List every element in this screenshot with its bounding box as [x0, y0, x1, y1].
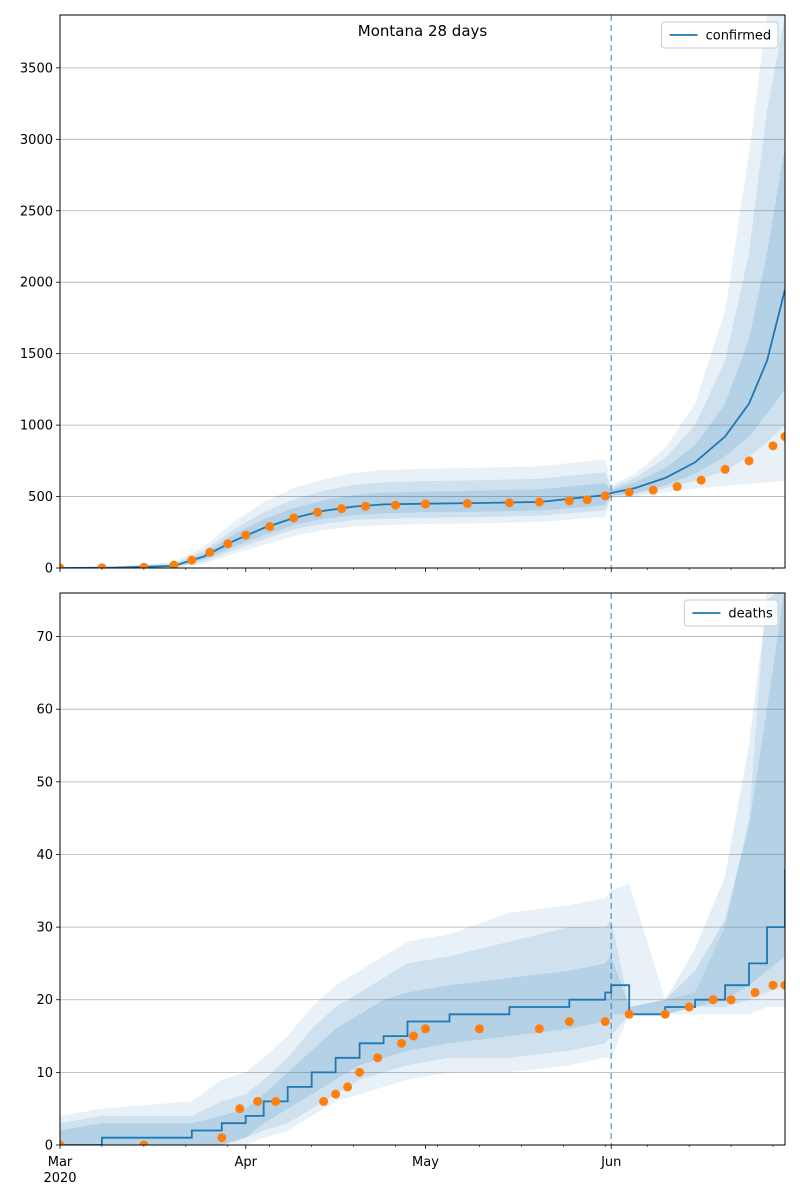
- observed-point: [504, 498, 514, 508]
- y-tick-label: 50: [36, 775, 53, 790]
- observed-point: [720, 464, 730, 474]
- legend-box: [683, 599, 779, 627]
- series-line-confirmed: [60, 289, 785, 568]
- observed-point: [534, 497, 544, 507]
- observed-point: [624, 487, 634, 497]
- observed-point: [205, 547, 215, 557]
- observed-point: [420, 499, 430, 509]
- y-tick-label: 3500: [20, 61, 53, 76]
- observed-point: [361, 501, 371, 511]
- observed-point: [169, 560, 179, 568]
- axes-frame: [59, 14, 786, 569]
- observed-point: [60, 563, 65, 568]
- confidence-band: [60, 593, 785, 1145]
- observed-point: [750, 987, 760, 997]
- chart-title: Montana 28 days: [358, 22, 488, 40]
- observed-point: [696, 475, 706, 485]
- observed-point: [397, 1038, 407, 1048]
- confidence-band: [60, 593, 785, 1145]
- observed-point: [391, 500, 401, 510]
- x-tick-sublabel: 2020: [43, 1171, 76, 1186]
- observed-point: [708, 995, 718, 1005]
- x-tick-label: Mar: [48, 1155, 73, 1170]
- y-tick-label: 1500: [20, 347, 53, 362]
- plot-area: [60, 15, 785, 568]
- confirmed-panel: 0 500 1000 1500 2000 2500 3000 3500 Montana 28 d…: [20, 14, 786, 577]
- x-tick-label: May: [412, 1155, 439, 1170]
- observed-point: [265, 522, 275, 532]
- observed-point: [474, 1024, 484, 1034]
- observed-point: [648, 485, 658, 495]
- observed-point: [768, 441, 778, 451]
- y-tick-label: 500: [28, 490, 53, 505]
- observed-point: [313, 507, 323, 517]
- observed-point: [289, 513, 299, 523]
- legend-box: [661, 21, 779, 49]
- observed-point: [672, 482, 682, 492]
- y-tick-label: 60: [36, 703, 53, 718]
- y-tick-label: 10: [36, 1066, 53, 1081]
- y-tick-label: 0: [45, 1139, 53, 1154]
- observed-point: [373, 1053, 383, 1063]
- observed-point: [780, 432, 785, 442]
- observed-point: [420, 1024, 430, 1034]
- legend-label: deaths: [728, 607, 773, 622]
- observed-point: [582, 495, 592, 505]
- x-tick-label: Jun: [600, 1155, 621, 1170]
- plot-area: [60, 593, 785, 1145]
- observed-point: [271, 1096, 281, 1106]
- y-tick-label: 40: [36, 848, 53, 863]
- observed-point: [600, 491, 610, 501]
- observed-point: [343, 1082, 353, 1092]
- y-tick-label: 20: [36, 993, 53, 1008]
- observed-point: [235, 1104, 245, 1114]
- observed-point: [241, 530, 251, 540]
- observed-point: [223, 539, 233, 549]
- observed-point: [744, 456, 754, 466]
- x-tick-label: Apr: [234, 1155, 257, 1170]
- observed-point: [253, 1096, 263, 1106]
- observed-point: [217, 1133, 227, 1143]
- observed-point: [355, 1067, 365, 1077]
- series-line-deaths: [60, 869, 785, 1145]
- observed-point: [319, 1096, 329, 1106]
- observed-point: [660, 1009, 670, 1019]
- observed-point: [331, 1089, 341, 1099]
- axes-frame: [59, 592, 786, 1146]
- y-tick-label: 70: [36, 630, 53, 645]
- observed-point: [624, 1009, 634, 1019]
- y-tick-label: 0: [45, 562, 53, 577]
- y-tick-label: 3000: [20, 133, 53, 148]
- observed-point: [60, 1140, 65, 1145]
- observed-point: [600, 1017, 610, 1027]
- y-tick-label: 2000: [20, 276, 53, 291]
- observed-point: [337, 504, 347, 514]
- y-tick-label: 2500: [20, 204, 53, 219]
- observed-point: [534, 1024, 544, 1034]
- observed-point: [780, 980, 785, 990]
- y-tick-label: 1000: [20, 419, 53, 434]
- observed-point: [726, 995, 736, 1005]
- legend-label: confirmed: [706, 29, 772, 44]
- observed-point: [768, 980, 778, 990]
- observed-point: [139, 1140, 149, 1145]
- observed-point: [97, 563, 107, 568]
- observed-point: [564, 496, 574, 506]
- observed-point: [139, 562, 149, 568]
- y-tick-label: 30: [36, 921, 53, 936]
- observed-point: [564, 1017, 574, 1027]
- observed-point: [187, 555, 197, 565]
- observed-point: [409, 1031, 419, 1041]
- observed-point: [462, 498, 472, 508]
- confidence-band: [60, 593, 785, 1145]
- observed-point: [684, 1002, 694, 1012]
